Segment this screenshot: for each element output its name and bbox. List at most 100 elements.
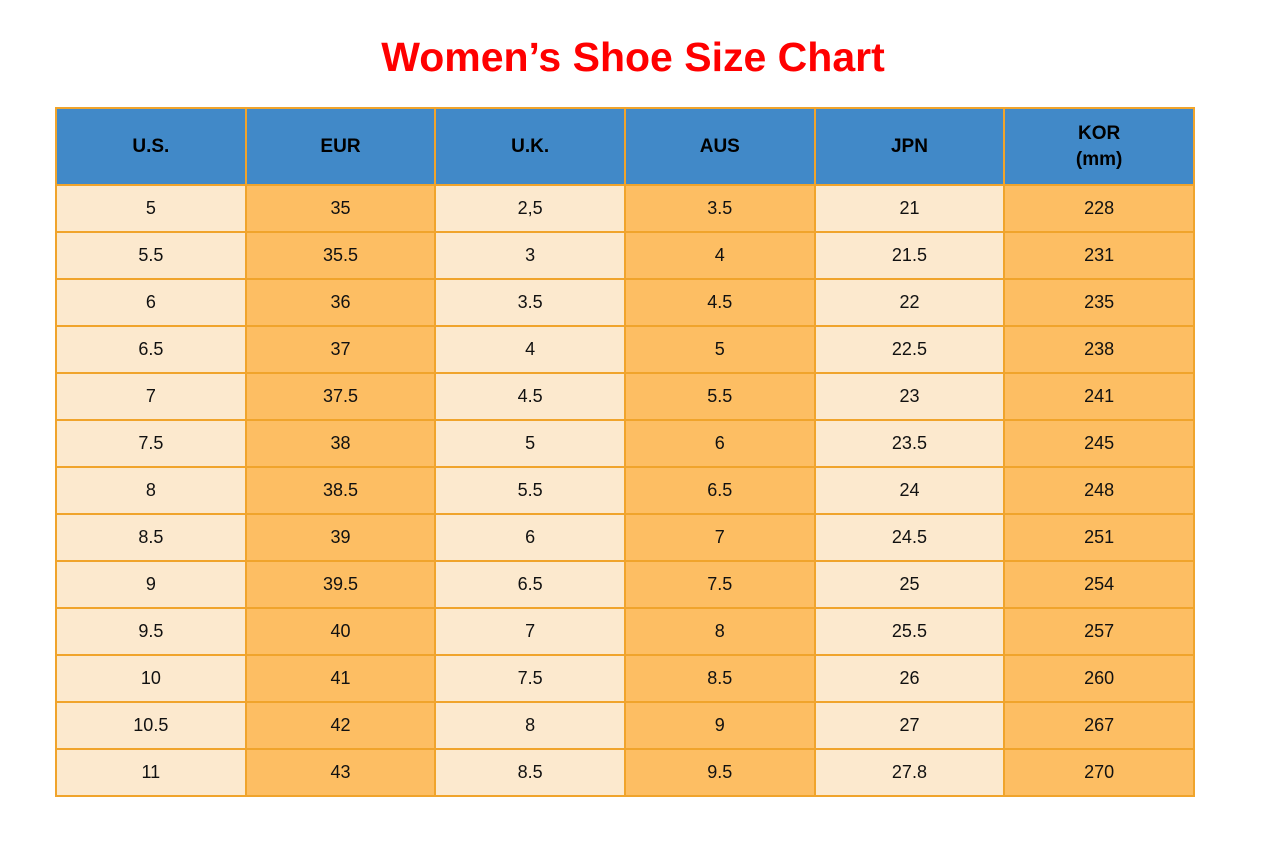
table-cell-jpn: 24 — [813, 466, 1006, 515]
table-cell-kor: 241 — [1003, 372, 1195, 421]
table-cell-eur: 37.5 — [244, 372, 437, 421]
table-body: 5 35 2,5 3.5 21 228 5.5 35.5 3 4 21.5 231 6 36 3.5 4.5 2… — [55, 184, 1195, 797]
table-cell-us: 7.5 — [55, 419, 247, 468]
size-chart-table: U.S. EUR U.K. AUS JPN KOR (mm) 5 35 2,5 3.5… — [55, 107, 1195, 797]
table-cell-jpn: 27.8 — [813, 748, 1006, 797]
table-cell-us: 10.5 — [55, 701, 247, 750]
table-cell-uk: 6.5 — [434, 560, 626, 609]
table-row: 10 41 7.5 8.5 26 260 — [55, 654, 1195, 703]
table-cell-us: 6 — [55, 278, 247, 327]
table-cell-eur: 37 — [244, 325, 437, 374]
table-cell-aus: 6.5 — [623, 466, 816, 515]
table-row: 8.5 39 6 7 24.5 251 — [55, 513, 1195, 562]
table-cell-uk: 4.5 — [434, 372, 626, 421]
table-cell-jpn: 25.5 — [813, 607, 1006, 656]
table-cell-eur: 35.5 — [244, 231, 437, 280]
table-cell-us: 9.5 — [55, 607, 247, 656]
table-header-row: U.S. EUR U.K. AUS JPN KOR (mm) — [55, 107, 1195, 186]
table-cell-aus: 7 — [623, 513, 816, 562]
table-cell-aus: 9.5 — [623, 748, 816, 797]
table-cell-aus: 5 — [623, 325, 816, 374]
column-header-aus: AUS — [623, 107, 816, 186]
table-cell-kor: 270 — [1003, 748, 1195, 797]
table-cell-kor: 260 — [1003, 654, 1195, 703]
table-cell-kor: 228 — [1003, 184, 1195, 233]
table-cell-aus: 5.5 — [623, 372, 816, 421]
table-row: 11 43 8.5 9.5 27.8 270 — [55, 748, 1195, 797]
table-cell-uk: 3 — [434, 231, 626, 280]
table-cell-us: 5.5 — [55, 231, 247, 280]
table-cell-aus: 7.5 — [623, 560, 816, 609]
table-cell-kor: 235 — [1003, 278, 1195, 327]
table-row: 7 37.5 4.5 5.5 23 241 — [55, 372, 1195, 421]
table-cell-kor: 231 — [1003, 231, 1195, 280]
table-cell-eur: 36 — [244, 278, 437, 327]
table-cell-aus: 9 — [623, 701, 816, 750]
table-cell-uk: 5.5 — [434, 466, 626, 515]
table-cell-us: 8 — [55, 466, 247, 515]
table-cell-jpn: 22.5 — [813, 325, 1006, 374]
table-cell-us: 11 — [55, 748, 247, 797]
table-header: U.S. EUR U.K. AUS JPN KOR (mm) — [55, 107, 1195, 186]
table-cell-jpn: 23 — [813, 372, 1006, 421]
table-cell-aus: 6 — [623, 419, 816, 468]
table-cell-eur: 38 — [244, 419, 437, 468]
column-header-uk: U.K. — [434, 107, 626, 186]
table-cell-aus: 4.5 — [623, 278, 816, 327]
table-cell-kor: 257 — [1003, 607, 1195, 656]
table-cell-jpn: 26 — [813, 654, 1006, 703]
table-cell-aus: 3.5 — [623, 184, 816, 233]
table-cell-uk: 8 — [434, 701, 626, 750]
page-title: Women’s Shoe Size Chart — [381, 34, 885, 80]
table-cell-eur: 38.5 — [244, 466, 437, 515]
table-cell-eur: 39.5 — [244, 560, 437, 609]
table-cell-eur: 42 — [244, 701, 437, 750]
table-cell-uk: 7 — [434, 607, 626, 656]
table-row: 9 39.5 6.5 7.5 25 254 — [55, 560, 1195, 609]
table-row: 6 36 3.5 4.5 22 235 — [55, 278, 1195, 327]
table-cell-eur: 41 — [244, 654, 437, 703]
table-cell-us: 7 — [55, 372, 247, 421]
table-cell-jpn: 25 — [813, 560, 1006, 609]
table-cell-uk: 3.5 — [434, 278, 626, 327]
table-row: 9.5 40 7 8 25.5 257 — [55, 607, 1195, 656]
table-row: 10.5 42 8 9 27 267 — [55, 701, 1195, 750]
table-cell-us: 10 — [55, 654, 247, 703]
table-cell-kor: 238 — [1003, 325, 1195, 374]
column-header-jpn: JPN — [813, 107, 1006, 186]
table-cell-eur: 39 — [244, 513, 437, 562]
table-cell-uk: 6 — [434, 513, 626, 562]
table-cell-uk: 8.5 — [434, 748, 626, 797]
table-cell-kor: 251 — [1003, 513, 1195, 562]
table-cell-uk: 4 — [434, 325, 626, 374]
table-cell-jpn: 24.5 — [813, 513, 1006, 562]
table-cell-kor: 267 — [1003, 701, 1195, 750]
table-cell-jpn: 21.5 — [813, 231, 1006, 280]
table-cell-us: 8.5 — [55, 513, 247, 562]
column-header-eur: EUR — [244, 107, 437, 186]
table-cell-kor: 245 — [1003, 419, 1195, 468]
table-row: 5 35 2,5 3.5 21 228 — [55, 184, 1195, 233]
table-cell-eur: 40 — [244, 607, 437, 656]
column-header-kor: KOR (mm) — [1003, 107, 1195, 186]
table-cell-us: 9 — [55, 560, 247, 609]
table-cell-aus: 4 — [623, 231, 816, 280]
table-cell-uk: 7.5 — [434, 654, 626, 703]
table-cell-us: 5 — [55, 184, 247, 233]
table-row: 5.5 35.5 3 4 21.5 231 — [55, 231, 1195, 280]
column-header-us: U.S. — [55, 107, 247, 186]
table-cell-uk: 2,5 — [434, 184, 626, 233]
table-cell-jpn: 23.5 — [813, 419, 1006, 468]
table-cell-us: 6.5 — [55, 325, 247, 374]
table-row: 6.5 37 4 5 22.5 238 — [55, 325, 1195, 374]
table-row: 8 38.5 5.5 6.5 24 248 — [55, 466, 1195, 515]
table-cell-eur: 43 — [244, 748, 437, 797]
table-row: 7.5 38 5 6 23.5 245 — [55, 419, 1195, 468]
table-cell-jpn: 22 — [813, 278, 1006, 327]
table-cell-kor: 254 — [1003, 560, 1195, 609]
table-cell-jpn: 21 — [813, 184, 1006, 233]
table-cell-aus: 8.5 — [623, 654, 816, 703]
table-cell-uk: 5 — [434, 419, 626, 468]
table-cell-eur: 35 — [244, 184, 437, 233]
table-cell-aus: 8 — [623, 607, 816, 656]
